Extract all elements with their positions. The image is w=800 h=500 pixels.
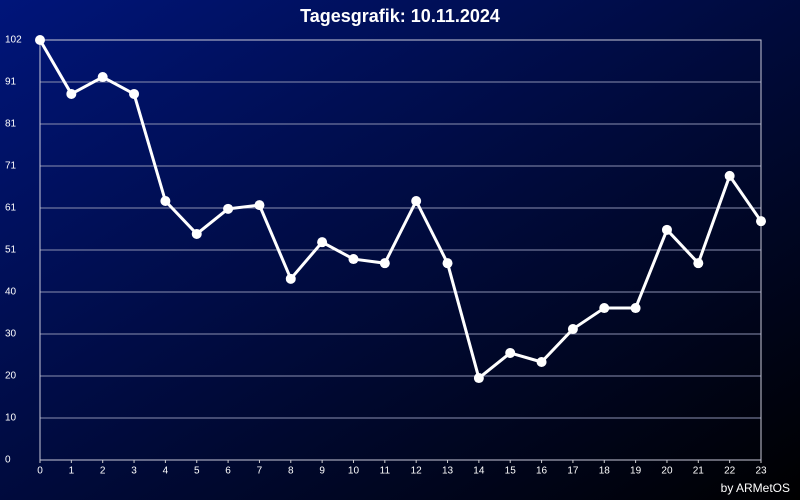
x-tick-label: 11 xyxy=(380,466,391,477)
point xyxy=(35,35,45,45)
y-tick-label: 61 xyxy=(5,203,17,214)
x-tick-label: 4 xyxy=(163,466,169,477)
y-tick-label: 91 xyxy=(5,77,17,88)
x-tick-label: 16 xyxy=(536,466,548,477)
y-tick-label: 51 xyxy=(5,245,17,256)
point xyxy=(285,273,296,284)
x-tick-label: 6 xyxy=(225,466,231,477)
point xyxy=(693,258,704,269)
x-tick-label: 21 xyxy=(693,466,705,477)
point xyxy=(473,373,484,384)
x-tick-label: 19 xyxy=(630,466,642,477)
point xyxy=(129,88,140,99)
x-tick-label: 17 xyxy=(567,466,579,477)
y-tick-label: 0 xyxy=(5,455,11,466)
x-tick-label: 1 xyxy=(69,466,75,477)
chart-title: Tagesgrafik: 10.11.2024 xyxy=(300,6,500,26)
point xyxy=(223,203,234,214)
x-tick-label: 2 xyxy=(100,466,106,477)
point xyxy=(599,303,610,314)
point xyxy=(411,196,422,206)
x-tick-label: 20 xyxy=(661,466,673,477)
x-tick-label: 7 xyxy=(257,466,263,477)
point xyxy=(160,196,171,206)
x-tick-label: 22 xyxy=(724,466,736,477)
point xyxy=(97,72,108,83)
x-tick-label: 18 xyxy=(599,466,611,477)
point xyxy=(536,357,547,367)
x-tick-label: 10 xyxy=(348,466,360,477)
x-tick-label: 15 xyxy=(505,466,517,477)
x-tick-label: 14 xyxy=(473,466,485,477)
plot-frame xyxy=(39,39,762,461)
y-tick-label: 40 xyxy=(5,287,17,298)
credit: by ARMetOS xyxy=(721,481,790,495)
point xyxy=(661,224,672,235)
point xyxy=(379,258,390,269)
point xyxy=(724,170,735,181)
x-tick-label: 23 xyxy=(755,466,767,477)
x-tick-label: 12 xyxy=(411,466,423,477)
point xyxy=(756,216,766,227)
x-tick-label: 0 xyxy=(37,466,43,477)
line xyxy=(38,39,763,380)
point xyxy=(505,347,516,358)
y-tick-label: 20 xyxy=(5,371,17,382)
x-tick-label: 13 xyxy=(442,466,454,477)
point xyxy=(66,88,77,99)
y-tick-label: 10 xyxy=(5,413,17,424)
y-tick-label: 71 xyxy=(5,161,17,172)
y-tick-label: 102 xyxy=(5,35,22,46)
x-tick-label: 8 xyxy=(288,466,294,477)
point xyxy=(191,228,202,239)
point xyxy=(630,303,641,314)
point xyxy=(317,237,328,248)
point xyxy=(567,324,578,335)
x-tick-label: 5 xyxy=(194,466,200,477)
x-tick-label: 9 xyxy=(319,466,325,477)
point xyxy=(348,254,359,265)
x-tick-label: 3 xyxy=(131,466,137,477)
point xyxy=(254,200,265,211)
y-tick-label: 30 xyxy=(5,329,17,340)
point xyxy=(442,258,453,269)
y-tick-label: 81 xyxy=(5,119,17,130)
